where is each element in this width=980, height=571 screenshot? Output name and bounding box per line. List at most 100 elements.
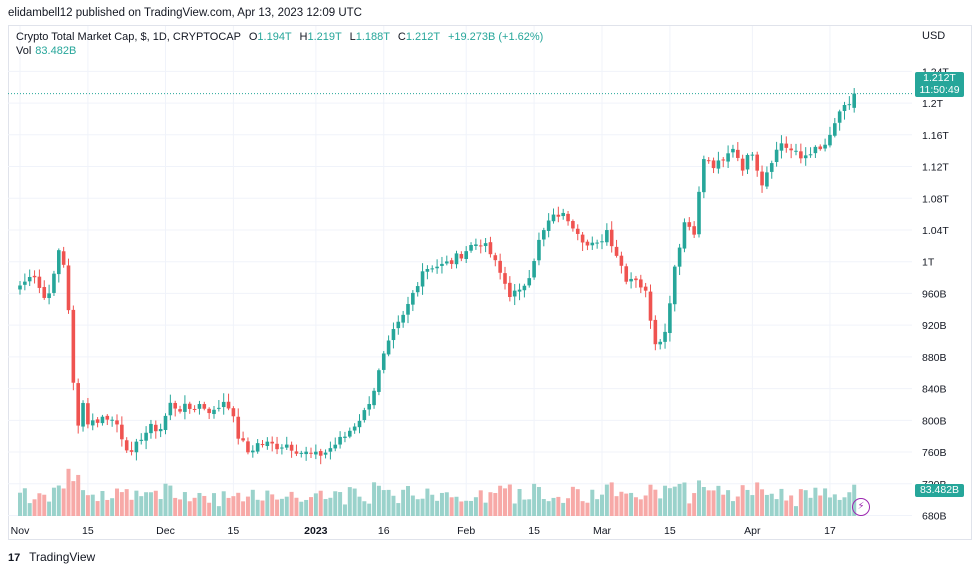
volume-bar [653, 489, 658, 516]
candle-body [653, 319, 658, 345]
volume-bar [367, 503, 372, 516]
volume-bar [313, 493, 318, 516]
volume-bar [144, 492, 149, 516]
candle-body [731, 148, 735, 153]
candle-body [702, 159, 706, 193]
currency-label[interactable]: USD [922, 30, 946, 42]
close-label: C [397, 31, 406, 43]
volume-bar [153, 490, 158, 516]
grid-lines [8, 26, 912, 516]
volume-bar [760, 489, 765, 516]
candle-body [745, 154, 750, 170]
candle-body [634, 278, 638, 281]
candle-body [595, 242, 599, 244]
candle-body [556, 214, 561, 217]
high-label: H [299, 31, 308, 43]
volume-bar [32, 499, 37, 516]
candle-body [71, 309, 76, 383]
volume-bar [163, 483, 168, 516]
volume-bar [396, 503, 401, 516]
volume-bar [270, 494, 275, 516]
candle-body [377, 370, 381, 392]
volume-bar [85, 495, 90, 516]
candle-body [765, 172, 769, 187]
volume-bar [469, 500, 474, 516]
volume-bar [124, 489, 129, 516]
volume-bar [294, 497, 299, 516]
candle-body [139, 439, 144, 441]
volume-bar [561, 502, 566, 516]
volume-bar [527, 499, 532, 516]
candle-body [183, 403, 187, 412]
volume-bar [61, 488, 66, 516]
volume-bar [595, 499, 600, 516]
candle-body [236, 416, 241, 439]
candle-body [27, 276, 32, 282]
candle-body [755, 154, 759, 171]
candle-body [609, 229, 614, 247]
volume-bar [66, 468, 71, 516]
volume-bar [119, 492, 124, 516]
volume-bar [667, 488, 672, 516]
ohlc-legend: Crypto Total Market Cap, $, 1D, CRYPTOCA… [16, 31, 543, 43]
candle-body [396, 321, 401, 329]
candle-body [619, 255, 624, 266]
volume-bar [503, 488, 507, 516]
price-tick-label: 800B [922, 415, 947, 427]
time-axis: Nov 15 Dec 15 2023 16 Feb 15 Mar 15 Apr 17 [11, 525, 836, 537]
volume-bar [342, 504, 347, 516]
candle-body [86, 403, 90, 425]
symbol-title[interactable]: Crypto Total Market Cap, $, 1D, CRYPTOCA… [16, 31, 241, 43]
candle-body [794, 150, 798, 152]
candle-body [813, 146, 818, 154]
candle-body [575, 228, 580, 234]
volume-bar [532, 483, 537, 516]
volume-bar [769, 493, 774, 516]
candle-body [779, 143, 784, 151]
candle-body [255, 443, 260, 452]
candle-body [692, 226, 696, 235]
candle-body [672, 266, 677, 305]
change-value: +19.273B (+1.62%) [447, 31, 544, 43]
volume-bar [522, 499, 527, 516]
candle-body [571, 221, 575, 229]
lightning-bolt-icon[interactable]: ⚡ [852, 498, 870, 516]
volume-bar [289, 491, 294, 516]
candle-body [493, 255, 498, 261]
volume-bar [81, 490, 86, 516]
candle-body [343, 436, 347, 438]
publisher-line: elidambell12 published on TradingView.co… [8, 7, 362, 19]
candle-body [76, 383, 80, 426]
candle-body [614, 246, 619, 256]
time-tick-label: 17 [824, 525, 836, 537]
candle-body [333, 444, 338, 449]
volume-bar [178, 499, 183, 516]
last-price-tag: 1.212T 11:50:49 [915, 72, 964, 97]
tradingview-footer[interactable]: 17 TradingView [8, 550, 95, 564]
candle-body [372, 390, 376, 406]
volume-bar [168, 485, 173, 516]
volume-bar [139, 496, 144, 516]
candles [18, 88, 856, 465]
volume-bar [134, 490, 139, 516]
price-tick-label: 960B [922, 288, 947, 300]
price-tick-label: 1.12T [922, 162, 949, 174]
time-tick-label: Nov [11, 525, 30, 537]
volume-legend: Vol 83.482B [16, 45, 76, 57]
candle-body [527, 278, 532, 286]
volume-bar [449, 497, 454, 516]
volume-bar [182, 492, 187, 516]
candle-body [668, 303, 672, 334]
time-tick-label: 15 [528, 525, 540, 537]
candle-body [120, 424, 124, 440]
volume-bar [406, 485, 410, 516]
volume-bar [794, 506, 798, 516]
candle-body [338, 436, 342, 445]
volume-bar [750, 495, 755, 516]
volume-bar [478, 490, 483, 516]
volume-bar [633, 497, 638, 516]
candle-body [134, 441, 139, 453]
volume-bar [779, 488, 784, 516]
volume-bar [784, 500, 789, 516]
